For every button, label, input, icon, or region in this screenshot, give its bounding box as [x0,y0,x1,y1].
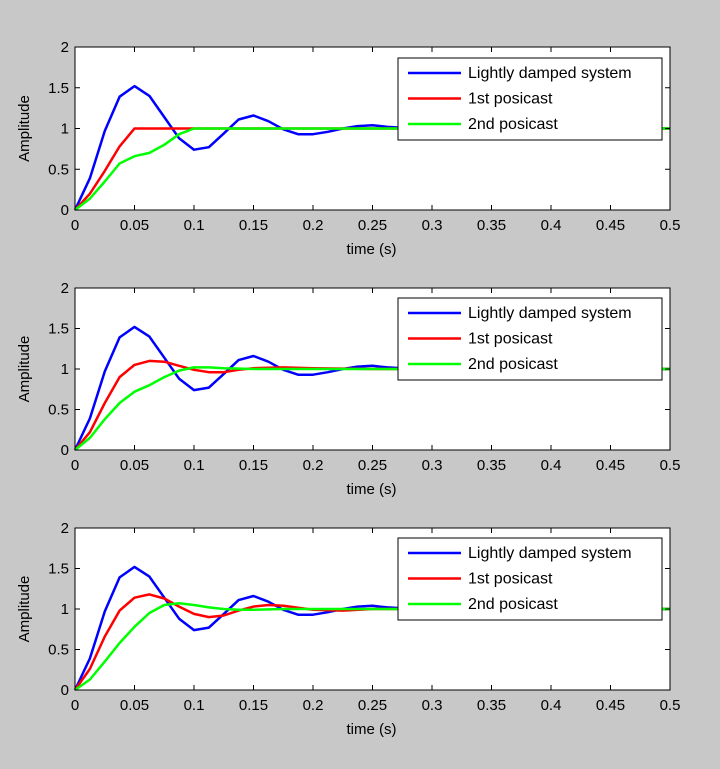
legend-label-1: Lightly damped system [468,545,632,562]
y-tick-label: 0 [61,202,69,219]
x-tick-label: 0.1 [184,217,205,234]
y-tick-label: 2 [61,280,69,297]
x-tick-label: 0.05 [120,457,149,474]
legend-label-2: 1st posicast [468,571,553,588]
legend: Lightly damped system 1st posicast 2nd pos… [397,537,663,621]
x-tick-label: 0.4 [541,697,562,714]
y-tick-label: 1 [61,361,69,378]
x-tick-label: 0.1 [184,457,205,474]
legend: Lightly damped system 1st posicast 2nd pos… [397,297,663,381]
x-tick-label: 0.25 [358,457,387,474]
x-tick-label: 0.2 [303,457,324,474]
x-tick-label: 0.5 [660,217,681,234]
x-tick-label: 0.4 [541,217,562,234]
x-axis-label: time (s) [347,241,397,258]
x-tick-label: 0.5 [660,457,681,474]
x-tick-label: 0.35 [477,697,506,714]
x-tick-label: 0.25 [358,697,387,714]
y-tick-label: 1.5 [48,321,69,338]
x-tick-label: 0.15 [239,697,268,714]
x-tick-label: 0.15 [239,217,268,234]
x-tick-label: 0.5 [660,697,681,714]
x-tick-label: 0.1 [184,697,205,714]
x-tick-label: 0.4 [541,457,562,474]
y-axis-label: Amplitude [16,336,33,403]
legend-label-3: 2nd posicast [468,596,558,613]
x-tick-label: 0.05 [120,697,149,714]
y-tick-label: 0.5 [48,642,69,659]
x-tick-label: 0.2 [303,697,324,714]
x-tick-label: 0.35 [477,457,506,474]
y-tick-label: 0 [61,682,69,699]
x-tick-label: 0.15 [239,457,268,474]
legend-label-1: Lightly damped system [468,305,632,322]
legend-label-2: 1st posicast [468,91,553,108]
legend-label-1: Lightly damped system [468,65,632,82]
x-tick-label: 0.25 [358,217,387,234]
chart-panel-2: 0 0.05 0.1 0.15 0.2 0.25 0.3 0.35 0.4 0.45 0.5 0 0.5… [16,280,680,498]
legend-label-3: 2nd posicast [468,356,558,373]
y-tick-label: 0.5 [48,402,69,419]
x-tick-label: 0.45 [596,457,625,474]
x-tick-label: 0.3 [422,457,443,474]
x-tick-label: 0.3 [422,697,443,714]
y-axis-label: Amplitude [16,576,33,643]
series-line-3 [74,366,670,451]
y-tick-label: 0.5 [48,161,69,178]
series-line-3 [74,602,670,692]
y-tick-label: 1.5 [48,80,69,97]
x-axis-label: time (s) [347,721,397,738]
y-tick-label: 2 [61,520,69,537]
x-tick-label: 0.35 [477,217,506,234]
y-tick-label: 1.5 [48,561,69,578]
chart-panel-1: 0 0.05 0.1 0.15 0.2 0.25 0.3 0.35 0.4 0.45 0.5 0 0.5… [16,39,680,258]
chart-panel-3: 0 0.05 0.1 0.15 0.2 0.25 0.3 0.35 0.4 0.45 0.5 0 0.5… [16,520,680,738]
y-tick-label: 1 [61,121,69,138]
y-axis-label: Amplitude [16,95,33,162]
x-tick-label: 0.3 [422,217,443,234]
x-tick-label: 0.05 [120,217,149,234]
x-tick-label: 0.45 [596,217,625,234]
x-tick-label: 0 [71,457,79,474]
legend-label-3: 2nd posicast [468,116,558,133]
x-tick-label: 0 [71,697,79,714]
legend: Lightly damped system 1st posicast 2nd pos… [397,57,663,141]
y-tick-label: 1 [61,601,69,618]
x-tick-label: 0 [71,217,79,234]
x-tick-label: 0.45 [596,697,625,714]
legend-label-2: 1st posicast [468,331,553,348]
x-axis-label: time (s) [347,481,397,498]
x-tick-label: 0.2 [303,217,324,234]
y-tick-label: 2 [61,39,69,56]
y-tick-label: 0 [61,442,69,459]
